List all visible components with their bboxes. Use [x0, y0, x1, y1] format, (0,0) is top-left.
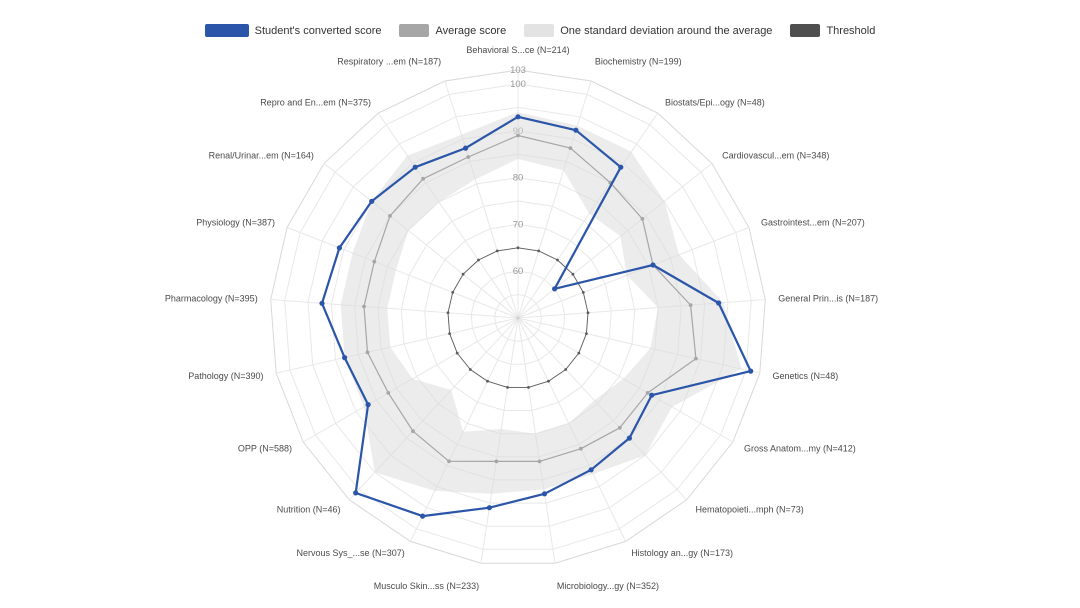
legend-item-student[interactable]: Student's converted score [204, 24, 382, 37]
axis-label: OPP (N=588) [238, 444, 292, 454]
axis-label: Musculo Skin...ss (N=233) [374, 581, 479, 591]
radial-tick-label: 60 [513, 266, 524, 277]
legend-item-threshold[interactable]: Threshold [790, 24, 875, 37]
axis-label: General Prin...is (N=187) [778, 294, 878, 304]
legend-swatch-std-band [524, 24, 555, 37]
legend-swatch-student [204, 24, 249, 37]
axis-label: Behavioral S...ce (N=214) [466, 45, 569, 55]
series-average-score [362, 133, 698, 464]
axis-label: Renal/Urinar...em (N=164) [209, 150, 314, 160]
axis-label: Genetics (N=48) [773, 371, 839, 381]
axis-label: Repro and En...em (N=375) [260, 97, 371, 107]
axis-label: Pharmacology (N=395) [165, 294, 258, 304]
axis-label: Gastrointest...em (N=207) [761, 218, 865, 228]
legend-item-std-band[interactable]: One standard deviation around the averag… [524, 24, 772, 37]
axis-label: Pathology (N=390) [188, 371, 263, 381]
axis-label: Cardiovascul...em (N=348) [722, 150, 829, 160]
axis-label: Physiology (N=387) [196, 218, 275, 228]
axis-label: Hematopoieti...mph (N=73) [696, 504, 804, 514]
radial-tick-label: 100 [510, 79, 526, 90]
axis-label: Biostats/Epi...ogy (N=48) [665, 97, 765, 107]
legend-swatch-threshold [790, 24, 821, 37]
radial-tick-label: 70 [513, 219, 524, 230]
std-dev-band [340, 112, 742, 494]
legend-label-average: Average score [435, 24, 507, 37]
axis-labels: Behavioral S...ce (N=214) Biochemistry (N… [165, 45, 878, 591]
radial-tick-label: 80 [513, 173, 524, 184]
axis-label: Gross Anatom...my (N=412) [744, 444, 856, 454]
axis-label: Respiratory ...em (N=187) [337, 57, 441, 67]
axis-label: Biochemistry (N=199) [595, 57, 682, 67]
legend-label-std-band: One standard deviation around the averag… [560, 24, 773, 37]
series-student-s-converted-score [319, 114, 754, 519]
legend-item-average[interactable]: Average score [399, 24, 506, 37]
axis-label: Microbiology...gy (N=352) [557, 581, 659, 591]
chart-legend: Student's converted score Average score … [0, 24, 1080, 37]
axis-label: Histology an...gy (N=173) [631, 548, 733, 558]
axis-label: Nervous Sys_...se (N=307) [297, 548, 405, 558]
legend-label-student: Student's converted score [254, 24, 382, 37]
legend-swatch-average [399, 24, 430, 37]
radial-tick-label: 103 [510, 65, 526, 76]
axis-label: Nutrition (N=46) [277, 504, 341, 514]
legend-label-threshold: Threshold [826, 24, 876, 37]
